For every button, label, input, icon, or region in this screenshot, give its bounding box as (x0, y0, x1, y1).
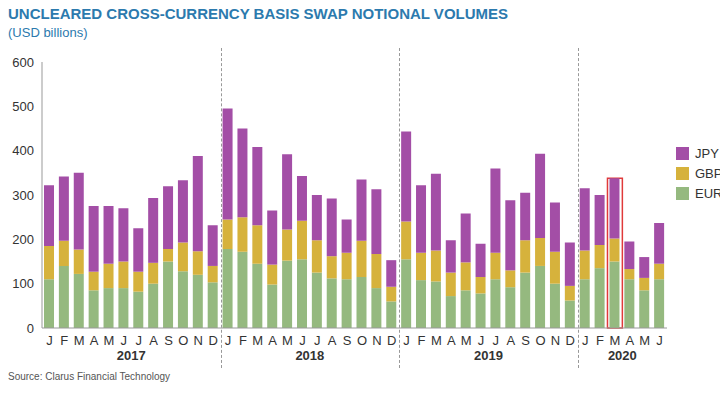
svg-text:N: N (194, 333, 203, 348)
svg-text:N: N (372, 333, 381, 348)
svg-text:M: M (104, 333, 115, 348)
svg-text:J: J (121, 333, 128, 348)
svg-text:M: M (74, 333, 85, 348)
svg-text:200: 200 (12, 232, 34, 247)
svg-text:500: 500 (12, 99, 34, 114)
html-text:2020: 2020 (607, 348, 637, 363)
html-text:UNCLEARED CROSS-CURRENCY BASIS: UNCLEARED CROSS-CURRENCY BASIS SWAP NOTI… (8, 5, 508, 22)
svg-text:J: J (582, 333, 589, 348)
svg-text:300: 300 (12, 188, 34, 203)
svg-text:D: D (208, 333, 217, 348)
svg-text:J: J (225, 333, 232, 348)
svg-text:A: A (90, 333, 99, 348)
svg-text:O: O (178, 333, 188, 348)
svg-text:A: A (506, 333, 515, 348)
svg-text:J: J (656, 333, 663, 348)
svg-text:S: S (521, 333, 530, 348)
html-text:2019: 2019 (474, 348, 503, 363)
svg-text:400: 400 (12, 143, 34, 158)
svg-text:M: M (282, 333, 293, 348)
svg-text:S: S (164, 333, 173, 348)
svg-text:J: J (46, 333, 53, 348)
svg-text:A: A (328, 333, 337, 348)
html-text:Source: Clarus Financial Techn: Source: Clarus Financial Technology (8, 371, 171, 382)
svg-text:J: J (478, 333, 485, 348)
svg-text:A: A (447, 333, 456, 348)
html-text:2017: 2017 (116, 348, 146, 363)
svg-text:A: A (149, 333, 158, 348)
html-text:JPY: JPY (695, 146, 719, 161)
html-text:2018: 2018 (295, 348, 325, 363)
svg-text:F: F (60, 333, 68, 348)
svg-text:J: J (135, 333, 142, 348)
html-text:(USD billions): (USD billions) (8, 25, 88, 40)
svg-text:F: F (239, 333, 247, 348)
svg-text:100: 100 (12, 276, 34, 291)
svg-text:J: J (314, 333, 321, 348)
svg-text:J: J (403, 333, 410, 348)
svg-text:D: D (387, 333, 396, 348)
svg-text:M: M (431, 333, 442, 348)
svg-text:N: N (551, 333, 560, 348)
svg-text:F: F (417, 333, 425, 348)
svg-text:F: F (596, 333, 604, 348)
svg-text:O: O (357, 333, 367, 348)
svg-text:J: J (299, 333, 306, 348)
svg-text:M: M (639, 333, 650, 348)
svg-text:A: A (625, 333, 634, 348)
svg-text:600: 600 (12, 55, 34, 70)
svg-text:0: 0 (27, 321, 34, 336)
svg-text:S: S (343, 333, 352, 348)
svg-text:A: A (268, 333, 277, 348)
svg-text:M: M (252, 333, 263, 348)
svg-text:J: J (493, 333, 500, 348)
svg-text:D: D (566, 333, 575, 348)
svg-text:M: M (609, 333, 620, 348)
svg-text:M: M (461, 333, 472, 348)
svg-text:O: O (535, 333, 545, 348)
